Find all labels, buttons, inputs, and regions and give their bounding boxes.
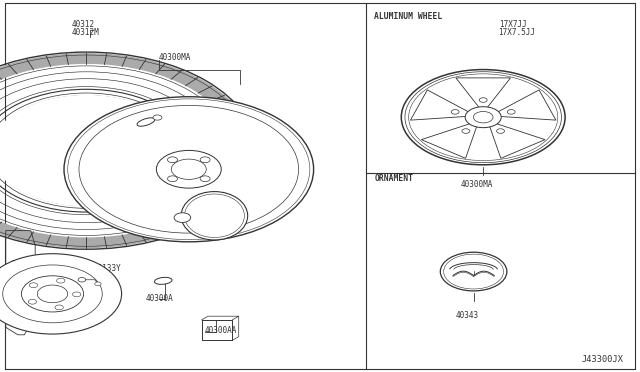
Wedge shape [0,53,254,248]
Circle shape [95,282,101,286]
Text: 40312: 40312 [72,20,95,29]
Text: 40312M: 40312M [72,28,99,37]
Circle shape [451,110,459,114]
Circle shape [28,299,36,304]
Circle shape [440,252,507,291]
Circle shape [168,176,177,182]
Circle shape [78,278,86,282]
Circle shape [172,159,206,179]
Circle shape [21,276,84,312]
Ellipse shape [181,192,248,240]
Polygon shape [456,78,511,109]
Circle shape [479,98,487,102]
Ellipse shape [154,278,172,284]
Text: 44133Y: 44133Y [93,264,121,273]
Circle shape [0,95,182,206]
Polygon shape [410,90,470,120]
Circle shape [465,107,501,128]
Circle shape [200,157,210,163]
Circle shape [156,150,221,188]
Circle shape [0,52,256,249]
Text: ¹06110-8201A: ¹06110-8201A [47,307,99,312]
Circle shape [462,129,470,133]
Circle shape [29,283,38,288]
Circle shape [64,97,314,242]
Circle shape [72,292,81,297]
Ellipse shape [137,118,155,126]
Circle shape [55,305,63,310]
Text: ORNAMENT: ORNAMENT [374,174,413,183]
Circle shape [174,213,191,222]
Circle shape [37,285,68,303]
Circle shape [474,112,493,123]
Text: 40300AA: 40300AA [205,326,237,335]
Text: 40224: 40224 [195,108,218,117]
Circle shape [401,70,565,165]
Circle shape [168,157,177,163]
Circle shape [497,129,504,133]
Circle shape [508,110,515,114]
Text: 40343: 40343 [456,311,479,320]
Text: 17X7.5JJ: 17X7.5JJ [498,28,535,37]
Circle shape [56,278,65,283]
Text: 40300MA: 40300MA [461,180,493,189]
Polygon shape [421,123,477,158]
Polygon shape [496,90,556,120]
Text: 17X7JJ: 17X7JJ [499,20,527,29]
Text: 40300A: 40300A [146,294,173,303]
Polygon shape [489,123,545,158]
Text: 40311: 40311 [138,108,161,117]
Text: 40300MA: 40300MA [159,53,191,62]
Text: ALUMINUM WHEEL: ALUMINUM WHEEL [374,12,443,21]
Circle shape [153,115,162,120]
Circle shape [0,254,122,334]
Text: 40343: 40343 [237,193,260,202]
Text: J43300JX: J43300JX [582,355,624,364]
Circle shape [200,176,210,182]
